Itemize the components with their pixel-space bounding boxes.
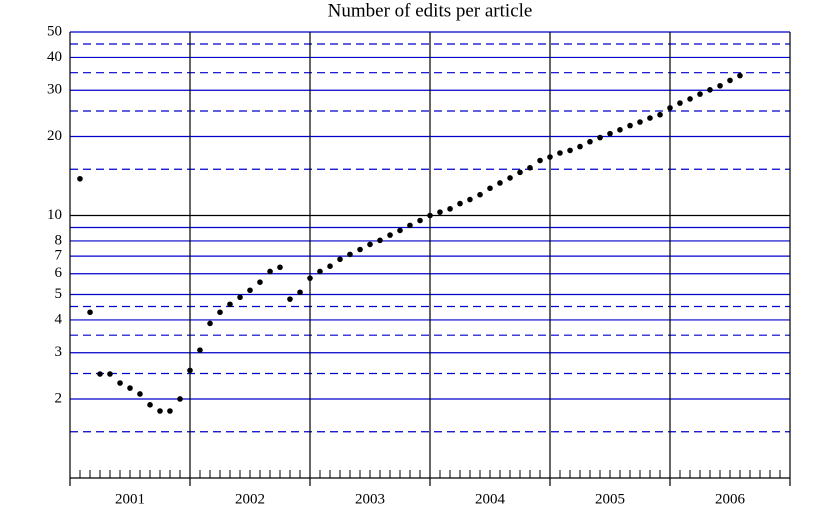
data-point <box>517 169 523 176</box>
data-point <box>417 217 423 224</box>
data-point <box>677 100 683 106</box>
data-point <box>627 122 633 129</box>
y-tick-label: 2 <box>55 390 63 406</box>
data-point <box>497 180 503 186</box>
data-point <box>577 143 583 150</box>
data-point <box>607 130 613 137</box>
data-point <box>457 200 463 207</box>
data-point <box>257 279 263 286</box>
data-point <box>227 301 233 308</box>
data-point <box>657 111 663 118</box>
y-tick-label: 50 <box>47 23 62 39</box>
data-point <box>237 294 243 301</box>
data-point <box>297 289 303 296</box>
data-point <box>367 241 373 248</box>
data-point <box>207 320 213 327</box>
data-point <box>277 264 283 271</box>
data-point <box>347 251 353 258</box>
y-tick-label: 8 <box>55 232 63 248</box>
x-tick-label: 2006 <box>715 491 746 507</box>
data-point <box>467 196 473 203</box>
x-tick-label: 2001 <box>115 491 145 507</box>
data-point <box>587 138 593 145</box>
data-point <box>327 263 333 269</box>
data-point <box>547 154 553 160</box>
data-point <box>357 246 363 253</box>
data-point <box>527 164 533 171</box>
data-point <box>77 175 83 182</box>
data-point <box>427 212 433 219</box>
x-tick-label: 2002 <box>235 491 265 507</box>
data-point <box>487 185 493 192</box>
data-point <box>687 96 693 102</box>
data-point <box>187 367 193 374</box>
data-point <box>537 157 543 164</box>
data-point <box>507 175 513 181</box>
y-tick-label: 6 <box>55 265 63 281</box>
data-point <box>567 147 573 154</box>
y-tick-label: 40 <box>47 49 62 65</box>
data-point <box>117 380 123 386</box>
x-tick-label: 2003 <box>355 491 385 507</box>
data-point <box>387 232 393 238</box>
data-point <box>337 256 343 263</box>
data-point <box>407 222 413 229</box>
y-tick-label: 10 <box>47 207 62 223</box>
data-point <box>137 391 143 397</box>
data-point <box>557 150 563 156</box>
data-point <box>267 268 273 275</box>
data-point <box>647 115 653 121</box>
data-point <box>247 287 253 294</box>
data-point <box>307 275 313 281</box>
data-point <box>737 72 743 79</box>
data-point <box>717 82 723 89</box>
data-point <box>87 309 93 316</box>
data-point <box>447 206 453 212</box>
data-point <box>317 268 323 275</box>
data-point <box>197 347 203 353</box>
data-point <box>157 408 163 414</box>
data-point <box>177 396 183 402</box>
y-tick-label: 20 <box>47 128 62 144</box>
data-point <box>597 134 603 141</box>
data-point <box>697 91 703 97</box>
data-point <box>397 227 403 234</box>
y-tick-label: 4 <box>55 311 63 327</box>
x-tick-label: 2004 <box>475 491 506 507</box>
data-point <box>637 119 643 125</box>
data-point <box>217 309 223 316</box>
data-point <box>287 296 293 302</box>
data-point <box>617 127 623 133</box>
data-point <box>727 77 733 84</box>
y-tick-label: 3 <box>55 344 63 360</box>
y-tick-label: 7 <box>55 248 63 264</box>
data-point <box>147 402 153 408</box>
y-tick-label: 30 <box>47 82 62 98</box>
data-point <box>667 105 673 111</box>
data-point <box>477 191 483 198</box>
data-point <box>707 87 713 93</box>
y-tick-label: 5 <box>55 286 63 302</box>
data-point <box>377 237 383 244</box>
data-point <box>107 371 113 377</box>
x-tick-label: 2005 <box>595 491 625 507</box>
data-point <box>437 209 443 215</box>
data-point <box>167 408 173 414</box>
chart-title: Number of edits per article <box>328 0 533 21</box>
data-point <box>127 385 133 391</box>
data-point <box>97 371 103 377</box>
